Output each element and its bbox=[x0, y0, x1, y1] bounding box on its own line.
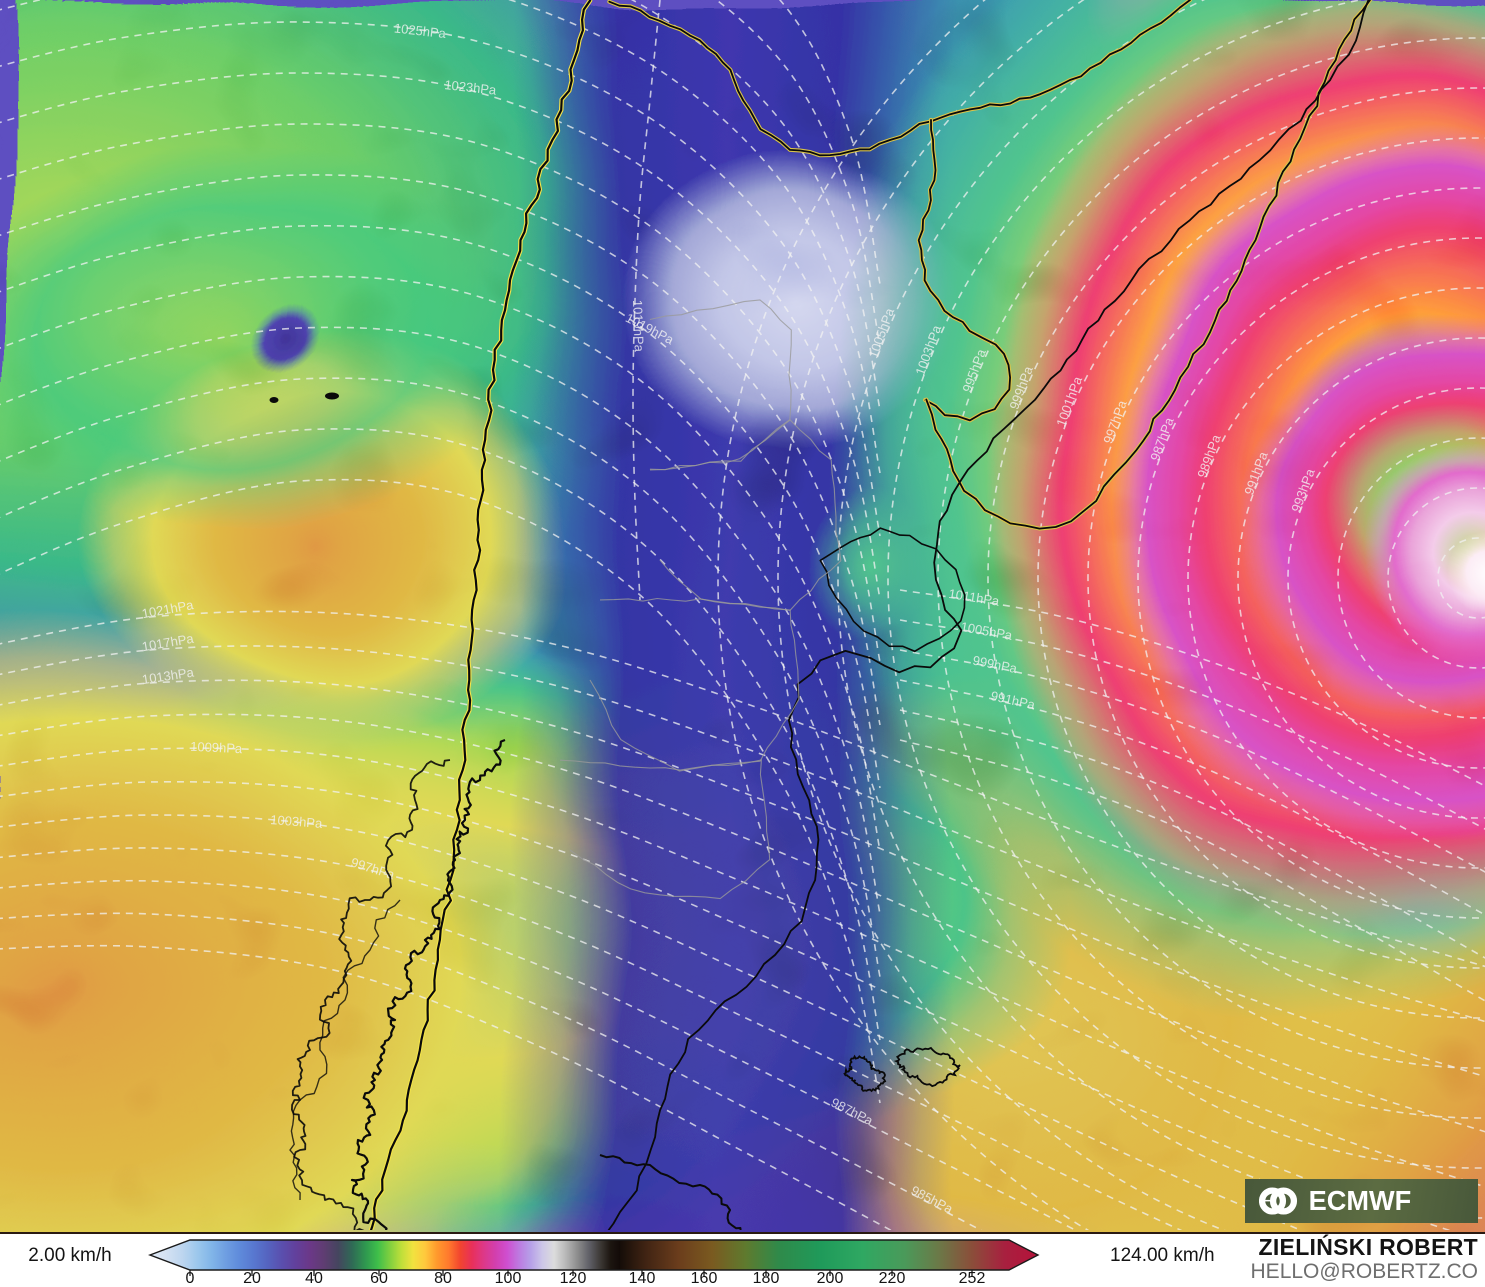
svg-text:180: 180 bbox=[753, 1270, 780, 1287]
svg-text:60: 60 bbox=[370, 1270, 388, 1287]
svg-text:220: 220 bbox=[879, 1270, 906, 1287]
svg-text:2.00 km/h: 2.00 km/h bbox=[28, 1245, 111, 1266]
svg-text:80: 80 bbox=[434, 1270, 452, 1287]
svg-text:200: 200 bbox=[817, 1270, 844, 1287]
svg-text:100: 100 bbox=[495, 1270, 522, 1287]
svg-text:252: 252 bbox=[959, 1270, 986, 1287]
svg-text:20: 20 bbox=[243, 1270, 261, 1287]
svg-text:0: 0 bbox=[186, 1270, 195, 1287]
svg-text:40: 40 bbox=[305, 1270, 323, 1287]
svg-text:140: 140 bbox=[629, 1270, 656, 1287]
svg-text:160: 160 bbox=[691, 1270, 718, 1287]
svg-text:120: 120 bbox=[560, 1270, 587, 1287]
svg-text:124.00 km/h: 124.00 km/h bbox=[1110, 1245, 1215, 1266]
